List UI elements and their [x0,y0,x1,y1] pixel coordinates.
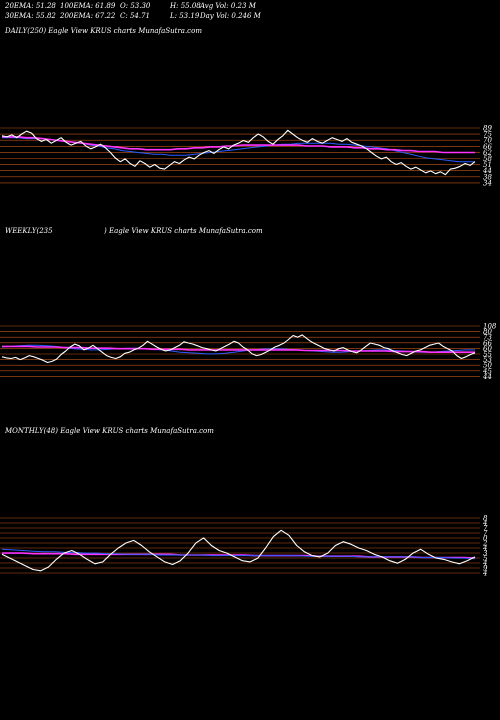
high-stat: H: 55.08 [170,2,201,10]
monthly-tick-label: 7 [483,525,488,533]
monthly-panel-title: MONTHLY(48) Eagle View KRUS charts Munaf… [5,427,214,435]
daily-tick-label: 75 [483,131,492,139]
monthly-tick-label: 4 [482,560,487,568]
monthly-tick-label: 2 [482,540,488,548]
weekly-tick-label: 73 [483,334,492,342]
monthly-ema_blue-line [1,548,476,560]
weekly-tick-label: 50 [483,362,492,370]
close-stat: C: 54.71 [120,12,150,20]
monthly-tick-label: 5 [483,555,488,563]
weekly-tick-label: 108 [483,323,497,331]
ema30-stat: 30EMA: 55.82 [5,12,56,20]
daily-tick-label: 66 [483,143,492,151]
weekly-tick-label: 66 [483,339,492,347]
weekly-tick-label: 45 [482,367,492,375]
daily-tick-label: 62 [483,149,492,157]
daily-price-line [1,129,476,176]
daily-tick-label: 89 [483,125,492,133]
monthly-tick-label: 0 [483,535,488,543]
daily-tick-label: 38 [483,173,492,181]
daily-tick-label: 51 [483,161,492,169]
weekly-panel-title-right: ) Eagle View KRUS charts MunafaSutra.com [104,227,263,235]
daily-tick-label: 70 [483,137,492,145]
monthly-tick-label: 4 [482,570,487,578]
avg-vol-stat: Avg Vol: 0.23 M [200,2,256,10]
monthly-tick-label: 8 [483,515,488,523]
monthly-tick-label: 7 [483,530,488,538]
weekly-panel-title-left: WEEKLY(235 [5,227,53,235]
daily-panel-title: DAILY(250) Eagle View KRUS charts Munafa… [5,27,202,35]
daily-tick-label: 44 [482,167,492,175]
weekly-ema_blue-line [1,344,475,355]
weekly-price-line [1,334,476,364]
monthly-tick-label: 4 [482,520,487,528]
weekly-tick-label: 60 [483,345,492,353]
daily-tick-label: 58 [483,155,492,163]
low-stat: L: 53.19 [170,12,200,20]
daily-ema20-line [2,137,475,163]
weekly-tick-label: 44 [482,373,492,381]
weekly-tick-label: 53 [483,356,492,364]
monthly-price-line [1,529,476,572]
monthly-tick-label: 4 [482,545,487,553]
ema200-stat: 200EMA: 67.22 [60,12,116,20]
monthly-tick-label: 9 [483,565,488,573]
weekly-tick-label: 80 [483,328,492,336]
open-stat: O: 53.30 [120,2,151,10]
ema100-stat: 100EMA: 61.89 [60,2,116,10]
weekly-tick-label: 55 [483,351,492,359]
daily-ema200-line [2,135,475,154]
daily-tick-label: 34 [483,179,492,187]
ema20-stat: 20EMA: 51.28 [5,2,56,10]
day-vol-stat: Day Vol: 0.246 M [200,12,261,20]
monthly-tick-label: 3 [483,550,488,558]
